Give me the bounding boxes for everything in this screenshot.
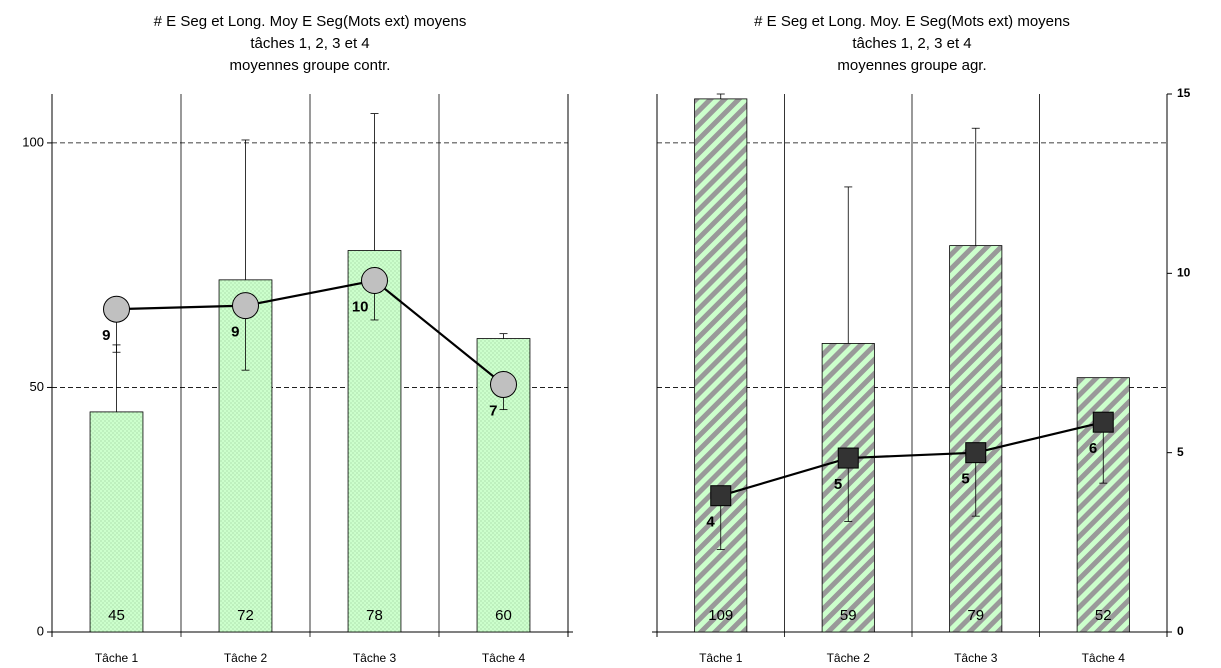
point-value-label: 7: [489, 402, 497, 419]
y2-tick-label: 15: [1177, 86, 1191, 100]
chart-title: tâches 1, 2, 3 et 4: [852, 35, 971, 52]
line-marker: [837, 447, 859, 469]
x-tick-label: Tâche 4: [1082, 651, 1126, 665]
line-marker: [490, 371, 517, 399]
chart-title: moyennes groupe agr.: [837, 57, 986, 74]
bar: [89, 411, 144, 633]
bar-value-label: 109: [708, 607, 733, 624]
line-marker: [710, 485, 732, 507]
line: [720, 421, 1104, 497]
bar-value-label: 45: [108, 607, 125, 624]
bar-value-label: 72: [237, 607, 254, 624]
point-value-label: 9: [231, 324, 239, 341]
line: [116, 279, 505, 386]
x-tick-label: Tâche 2: [827, 651, 871, 665]
point-value-label: 9: [102, 327, 110, 344]
y-tick-label: 0: [37, 623, 44, 638]
point-value-label: 5: [834, 476, 842, 493]
x-tick-label: Tâche 3: [954, 651, 998, 665]
line-marker: [232, 292, 259, 320]
chart-title: # E Seg et Long. Moy. E Seg(Mots ext) mo…: [754, 13, 1070, 30]
x-tick-label: Tâche 2: [224, 651, 268, 665]
bar-value-label: 78: [366, 607, 383, 624]
y2-tick-label: 0: [1177, 624, 1184, 638]
y2-tick-label: 5: [1177, 445, 1184, 459]
bar-value-label: 79: [967, 607, 984, 624]
line-marker: [103, 295, 130, 323]
y-tick-label: 50: [30, 379, 44, 394]
x-tick-label: Tâche 4: [482, 651, 526, 665]
bar: [694, 98, 748, 633]
bar-value-label: 60: [495, 607, 512, 624]
bar-value-label: 59: [840, 607, 857, 624]
x-tick-label: Tâche 3: [353, 651, 397, 665]
point-value-label: 6: [1089, 440, 1097, 457]
point-value-label: 4: [706, 514, 715, 531]
bar-value-label: 52: [1095, 607, 1112, 624]
line-marker: [361, 267, 388, 295]
x-tick-label: Tâche 1: [95, 651, 139, 665]
line-marker: [965, 442, 987, 464]
y-tick-label: 100: [22, 134, 44, 149]
point-value-label: 10: [352, 298, 369, 315]
line-marker: [1092, 411, 1114, 433]
chart-title: # E Seg et Long. Moy E Seg(Mots ext) moy…: [154, 13, 467, 30]
y2-tick-label: 10: [1177, 266, 1191, 280]
chart-title: moyennes groupe contr.: [230, 57, 391, 74]
point-value-label: 5: [961, 471, 969, 488]
x-tick-label: Tâche 1: [699, 651, 743, 665]
chart-title: tâches 1, 2, 3 et 4: [250, 35, 369, 52]
bar: [949, 245, 1003, 633]
